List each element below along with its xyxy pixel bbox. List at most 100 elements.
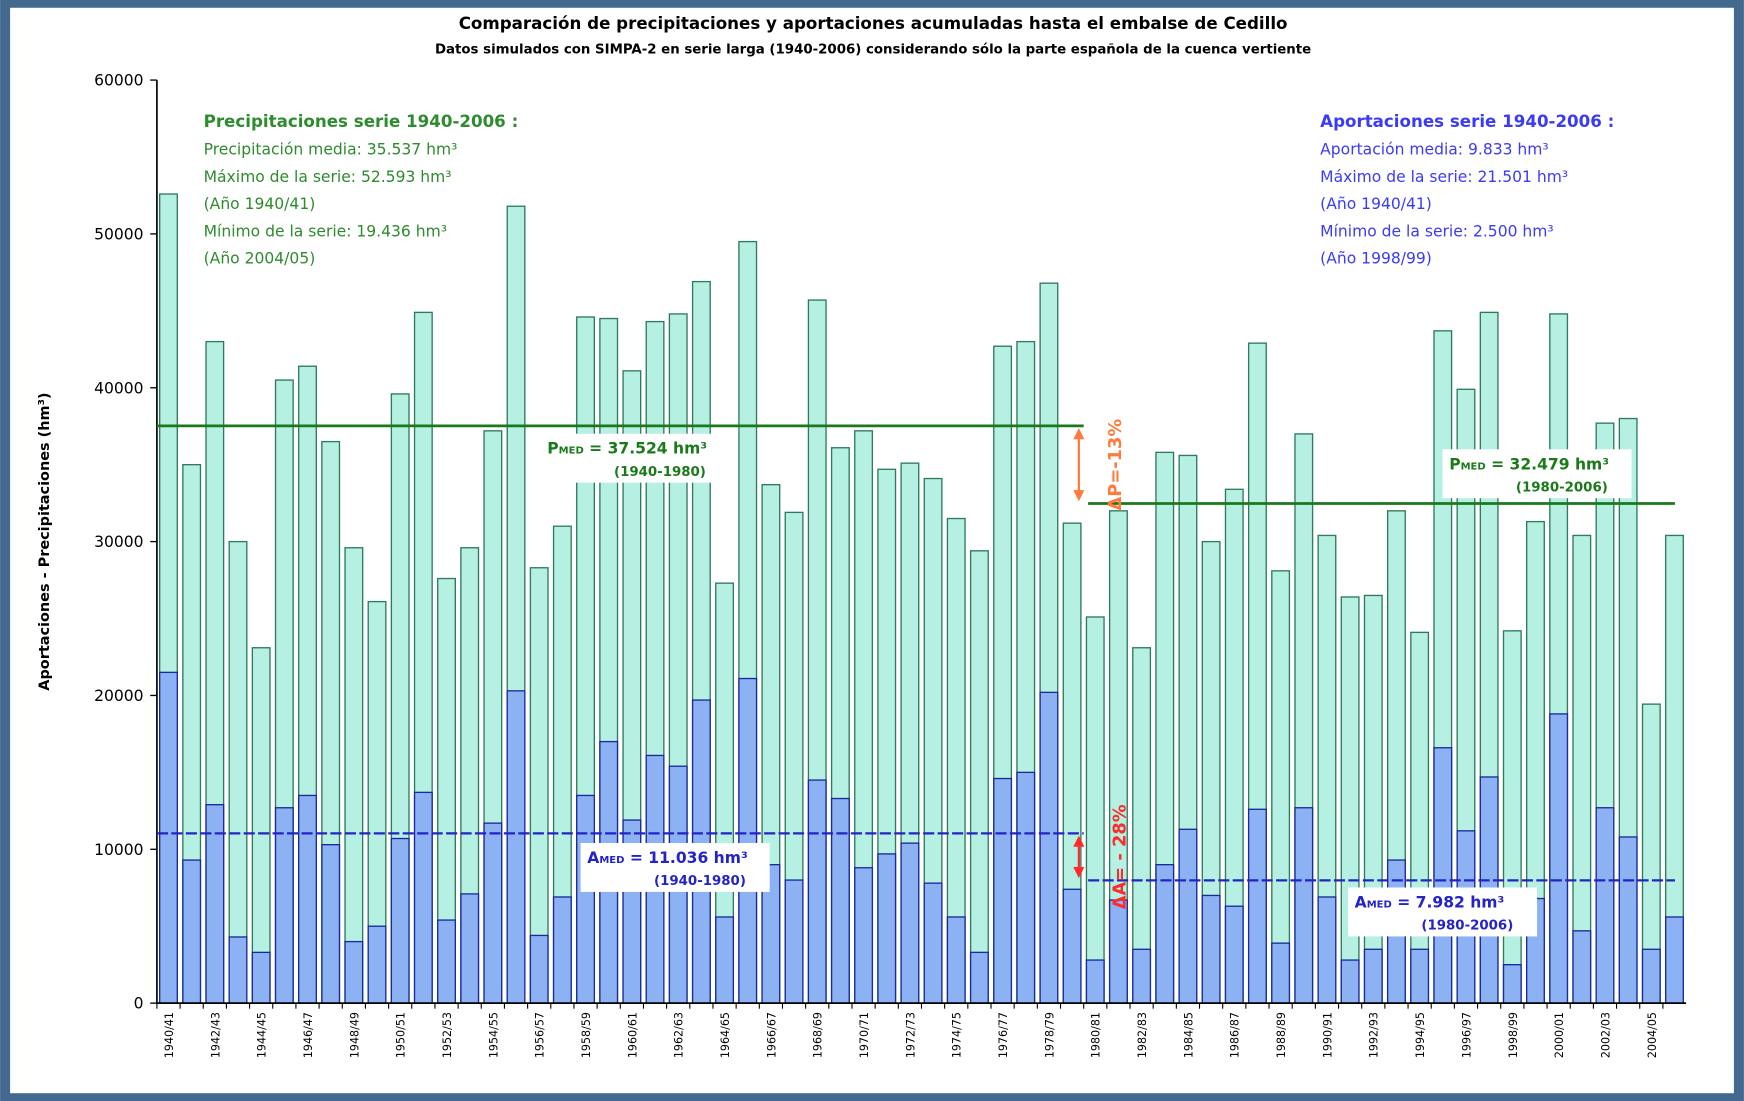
bar [1549, 713, 1569, 1004]
mean-period: (1940-1980) [654, 874, 746, 889]
summary-line: Mínimo de la serie: 2.500 hm³ [1320, 222, 1553, 240]
bar [1271, 570, 1291, 1004]
mean-label-box [1347, 887, 1538, 937]
bar [1502, 964, 1522, 1004]
x-tick-label: 1968/69 [812, 1012, 825, 1058]
mean-label-box [540, 433, 730, 483]
bar [830, 797, 850, 1004]
mean-label-box [1442, 449, 1632, 499]
x-tick-label: 1942/43 [209, 1012, 222, 1058]
x-tick-label: 1962/63 [673, 1012, 686, 1058]
bar [1595, 807, 1615, 1004]
x-tick-label: 1976/77 [997, 1012, 1010, 1058]
bar [784, 879, 804, 1004]
bar [993, 777, 1013, 1004]
x-tick-label: 1952/53 [441, 1012, 454, 1058]
mean-sub: MED [1461, 461, 1486, 472]
bar [228, 936, 248, 1004]
summary-line: Máximo de la serie: 52.593 hm³ [204, 168, 452, 186]
bar [1178, 828, 1198, 1004]
mean-sub: MED [1367, 899, 1392, 910]
y-tick-label: 40000 [94, 379, 143, 397]
x-tick-label: 1954/55 [487, 1012, 500, 1058]
bar [367, 925, 387, 1004]
x-tick-label: 1988/89 [1275, 1012, 1288, 1058]
mean-label: AMED = 11.036 hm³ [587, 849, 747, 867]
delta-label: ΔP=-13% [1105, 419, 1126, 511]
bar [1618, 836, 1638, 1004]
bar [344, 547, 364, 1004]
mean-symbol: P [1449, 455, 1460, 473]
bar [182, 859, 202, 1004]
bar [251, 951, 271, 1004]
bar [1363, 948, 1383, 1004]
summary-heading: Aportaciones serie 1940-2006 : [1320, 112, 1614, 131]
bar [1340, 596, 1360, 1004]
y-tick-label: 50000 [94, 225, 143, 243]
mean-text: = 11.036 hm³ [624, 849, 747, 867]
x-tick-label: 2002/03 [1599, 1012, 1612, 1058]
x-tick-label: 1970/71 [858, 1012, 871, 1058]
x-tick-label: 1984/85 [1182, 1012, 1195, 1058]
mean-sub: MED [559, 446, 584, 457]
bar [715, 916, 735, 1004]
summary-line: (Año 2004/05) [204, 250, 316, 268]
x-tick-label: 1944/45 [256, 1012, 269, 1058]
bar [1085, 959, 1105, 1004]
bar [1433, 747, 1453, 1004]
chart-title: Comparación de precipitaciones y aportac… [459, 14, 1288, 33]
bar [1410, 948, 1430, 1004]
y-tick-label: 60000 [94, 72, 143, 90]
bar [1340, 959, 1360, 1004]
x-tick-label: 1982/83 [1136, 1012, 1149, 1058]
summary-heading: Precipitaciones serie 1940-2006 : [204, 112, 519, 131]
plot: 0 10000 20000 30000 40000 50000 60000 1940/41 19… [94, 72, 1687, 1058]
mean-symbol: P [547, 440, 558, 458]
x-tick-label: 1964/65 [719, 1012, 732, 1058]
mean-period: (1940-1980) [614, 465, 706, 480]
mean-text: = 7.982 hm³ [1392, 893, 1505, 911]
bar [1363, 594, 1383, 1004]
mean-period: (1980-2006) [1421, 919, 1513, 934]
mean-label: PMED = 32.479 hm³ [1449, 455, 1609, 473]
chart-subtitle: Datos simulados con SIMPA-2 en serie lar… [435, 41, 1311, 57]
bar [1572, 930, 1592, 1004]
bar [251, 647, 271, 1004]
mean-symbol: A [587, 849, 599, 867]
bar [1108, 899, 1128, 1004]
bar [1247, 808, 1267, 1004]
x-tick-label: 1948/49 [348, 1012, 361, 1058]
bar [1039, 691, 1059, 1004]
bar [1132, 948, 1152, 1004]
x-tick-label: 1980/81 [1090, 1012, 1103, 1058]
bar [228, 540, 248, 1004]
y-tick-label: 0 [134, 995, 144, 1013]
mean-period: (1980-2006) [1516, 481, 1608, 496]
bar [506, 690, 526, 1004]
bar [1201, 894, 1221, 1004]
mean-text: = 37.524 hm³ [584, 440, 707, 458]
y-tick-label: 10000 [94, 841, 143, 859]
y-tick-label: 20000 [94, 687, 143, 705]
bar [298, 794, 317, 1004]
x-tick-label: 1986/87 [1229, 1012, 1242, 1058]
bar [946, 916, 966, 1004]
y-tick-label: 30000 [94, 533, 143, 551]
bar [483, 822, 503, 1004]
bar [1294, 807, 1314, 1004]
mean-label-box [580, 842, 770, 892]
mean-text: = 32.479 hm³ [1486, 455, 1609, 473]
x-tick-label: 1940/41 [163, 1012, 176, 1058]
y-axis-label: Aportaciones - Precipitaciones (hm³) [37, 392, 53, 690]
mean-label: PMED = 37.524 hm³ [547, 440, 707, 458]
bar [1665, 916, 1684, 1004]
mean-symbol: A [1355, 893, 1367, 911]
x-tick-label: 1956/57 [534, 1012, 547, 1058]
x-tick-label: 1946/47 [302, 1012, 315, 1058]
bar [1155, 864, 1175, 1004]
bar [969, 951, 989, 1004]
bar [1502, 630, 1522, 1004]
x-tick-label: 1950/51 [395, 1012, 408, 1058]
